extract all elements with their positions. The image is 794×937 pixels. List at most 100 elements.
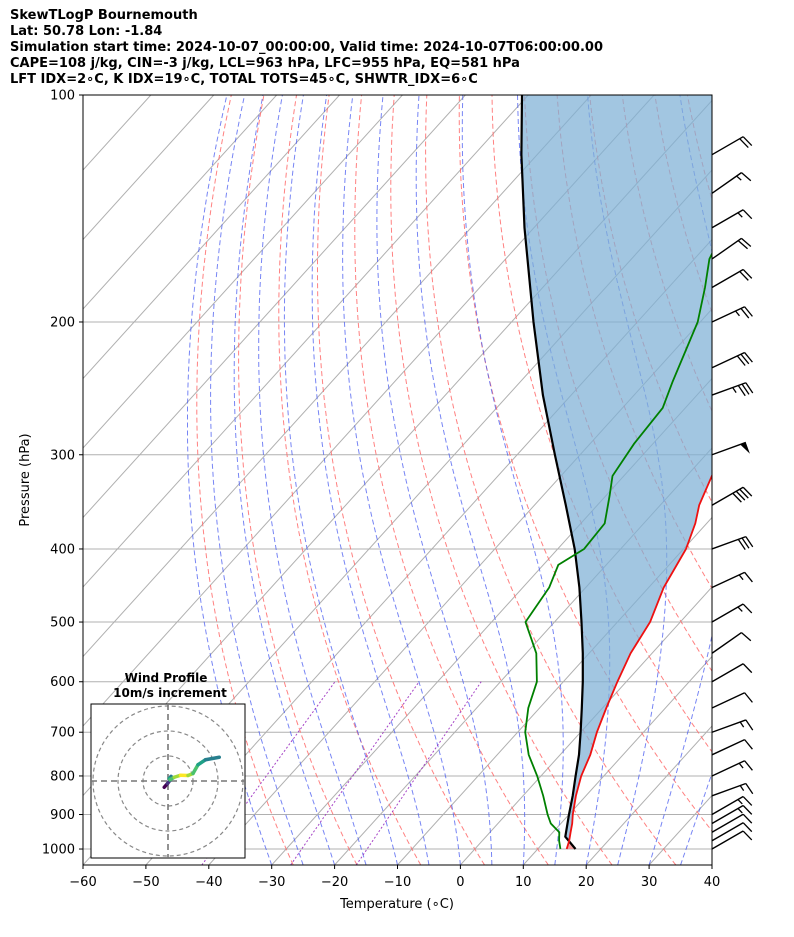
dry-adiabat bbox=[785, 95, 794, 865]
barb-staff bbox=[711, 719, 747, 733]
y-tick-label: 400 bbox=[50, 542, 75, 557]
wind-barb bbox=[711, 382, 754, 397]
x-tick-label: 30 bbox=[641, 875, 658, 890]
barb-flag bbox=[745, 536, 754, 548]
wind-barb bbox=[711, 760, 753, 777]
isotherm-line bbox=[83, 95, 215, 241]
moist-adiabat bbox=[415, 95, 526, 865]
moist-adiabat bbox=[283, 95, 398, 865]
barb-staff bbox=[711, 813, 744, 833]
barb-half-flag bbox=[738, 574, 744, 581]
barb-flag bbox=[741, 632, 752, 642]
barb-staff bbox=[711, 172, 742, 194]
moist-adiabat bbox=[233, 95, 336, 865]
y-tick-label: 800 bbox=[50, 769, 75, 784]
barb-staff bbox=[711, 822, 744, 842]
barb-flag bbox=[739, 488, 749, 499]
wind-barb bbox=[711, 136, 753, 156]
barb-half-flag bbox=[739, 785, 745, 792]
barb-staff bbox=[711, 486, 744, 506]
moist-adiabat bbox=[311, 95, 430, 865]
wind-barb bbox=[711, 209, 753, 229]
x-tick-label: 20 bbox=[578, 875, 595, 890]
dry-adiabat bbox=[753, 95, 794, 865]
barb-half-flag bbox=[736, 175, 742, 181]
barb-flag bbox=[744, 692, 753, 703]
wind-barb bbox=[711, 237, 752, 260]
barb-staff bbox=[711, 663, 744, 683]
barb-flag bbox=[741, 537, 750, 549]
moist-adiabat bbox=[680, 771, 712, 865]
barb-half-flag bbox=[737, 212, 743, 218]
x-tick-label: −10 bbox=[384, 875, 411, 890]
wind-barb bbox=[711, 822, 753, 842]
barb-half-flag bbox=[732, 387, 737, 394]
isotherm-line bbox=[83, 95, 529, 588]
isotherm-line bbox=[145, 238, 712, 865]
x-tick-label: −30 bbox=[258, 875, 285, 890]
barb-staff bbox=[711, 760, 745, 777]
barb-flag bbox=[744, 739, 753, 750]
wind-barb bbox=[711, 813, 753, 833]
x-axis-ticks: −60 −50 −40 −30 −20 −10 0 10 20 30 40 bbox=[69, 865, 720, 890]
profile-lines-layer bbox=[520, 95, 712, 850]
wind-barb bbox=[711, 351, 753, 369]
barb-staff bbox=[711, 692, 745, 709]
wind-barb bbox=[711, 632, 752, 654]
barb-staff bbox=[711, 136, 744, 156]
dry-adiabat bbox=[354, 95, 549, 865]
time-line: Simulation start time: 2024-10-07_00:00:… bbox=[10, 40, 603, 55]
dry-adiabat bbox=[390, 95, 613, 865]
barb-half-flag bbox=[737, 799, 743, 805]
wind-barb bbox=[711, 804, 753, 825]
barb-flag bbox=[744, 306, 753, 317]
barb-staff bbox=[711, 441, 747, 456]
barb-flag bbox=[741, 237, 752, 247]
mixing-ratio-line bbox=[290, 681, 420, 865]
barb-half-flag bbox=[739, 721, 745, 728]
barb-flag bbox=[735, 490, 746, 501]
wind-barb bbox=[711, 830, 753, 850]
isotherm-line bbox=[585, 725, 712, 865]
wind-barb bbox=[711, 603, 753, 623]
barb-flag bbox=[737, 240, 748, 250]
barb-flag bbox=[742, 830, 753, 841]
barb-flag bbox=[744, 352, 753, 363]
x-tick-label: 0 bbox=[456, 875, 464, 890]
isotherm-line bbox=[83, 95, 592, 658]
y-tick-label: 300 bbox=[50, 448, 75, 463]
wind-barb bbox=[711, 486, 753, 506]
barb-half-flag bbox=[738, 762, 744, 769]
wind-barb bbox=[711, 692, 753, 709]
x-tick-label: −60 bbox=[69, 875, 96, 890]
location-line: Lat: 50.78 Lon: -1.84 bbox=[10, 24, 163, 39]
y-tick-label: 500 bbox=[50, 616, 75, 631]
wind-barb bbox=[711, 782, 754, 797]
barb-flag bbox=[745, 719, 754, 731]
barb-flag bbox=[742, 796, 753, 806]
wind-barbs bbox=[711, 136, 754, 850]
barb-staff bbox=[711, 351, 745, 369]
barb-half-flag bbox=[737, 808, 743, 814]
barb-flag bbox=[742, 486, 753, 497]
barb-staff bbox=[711, 782, 747, 797]
barb-flag bbox=[742, 663, 753, 674]
moist-adiabat bbox=[648, 95, 712, 865]
barb-flag bbox=[741, 172, 752, 182]
barb-pennant bbox=[740, 442, 750, 454]
barb-half-flag bbox=[735, 310, 740, 317]
barb-flag bbox=[739, 138, 749, 149]
temperature-line bbox=[565, 473, 712, 850]
barb-flag bbox=[742, 813, 753, 824]
chart-header: SkewTLogP Bournemouth Lat: 50.78 Lon: -1… bbox=[10, 8, 603, 88]
isotherm-line bbox=[397, 516, 712, 865]
wind-barb bbox=[711, 172, 752, 194]
y-tick-label: 200 bbox=[50, 315, 75, 330]
barb-flag bbox=[745, 382, 754, 394]
dewpoint-line bbox=[524, 251, 712, 850]
wind-barb bbox=[711, 306, 753, 323]
y-axis-ticks: 100 200 300 400 500 600 700 800 900 1000 bbox=[42, 89, 83, 858]
wind-barb bbox=[711, 738, 753, 756]
barb-flag bbox=[742, 209, 753, 220]
